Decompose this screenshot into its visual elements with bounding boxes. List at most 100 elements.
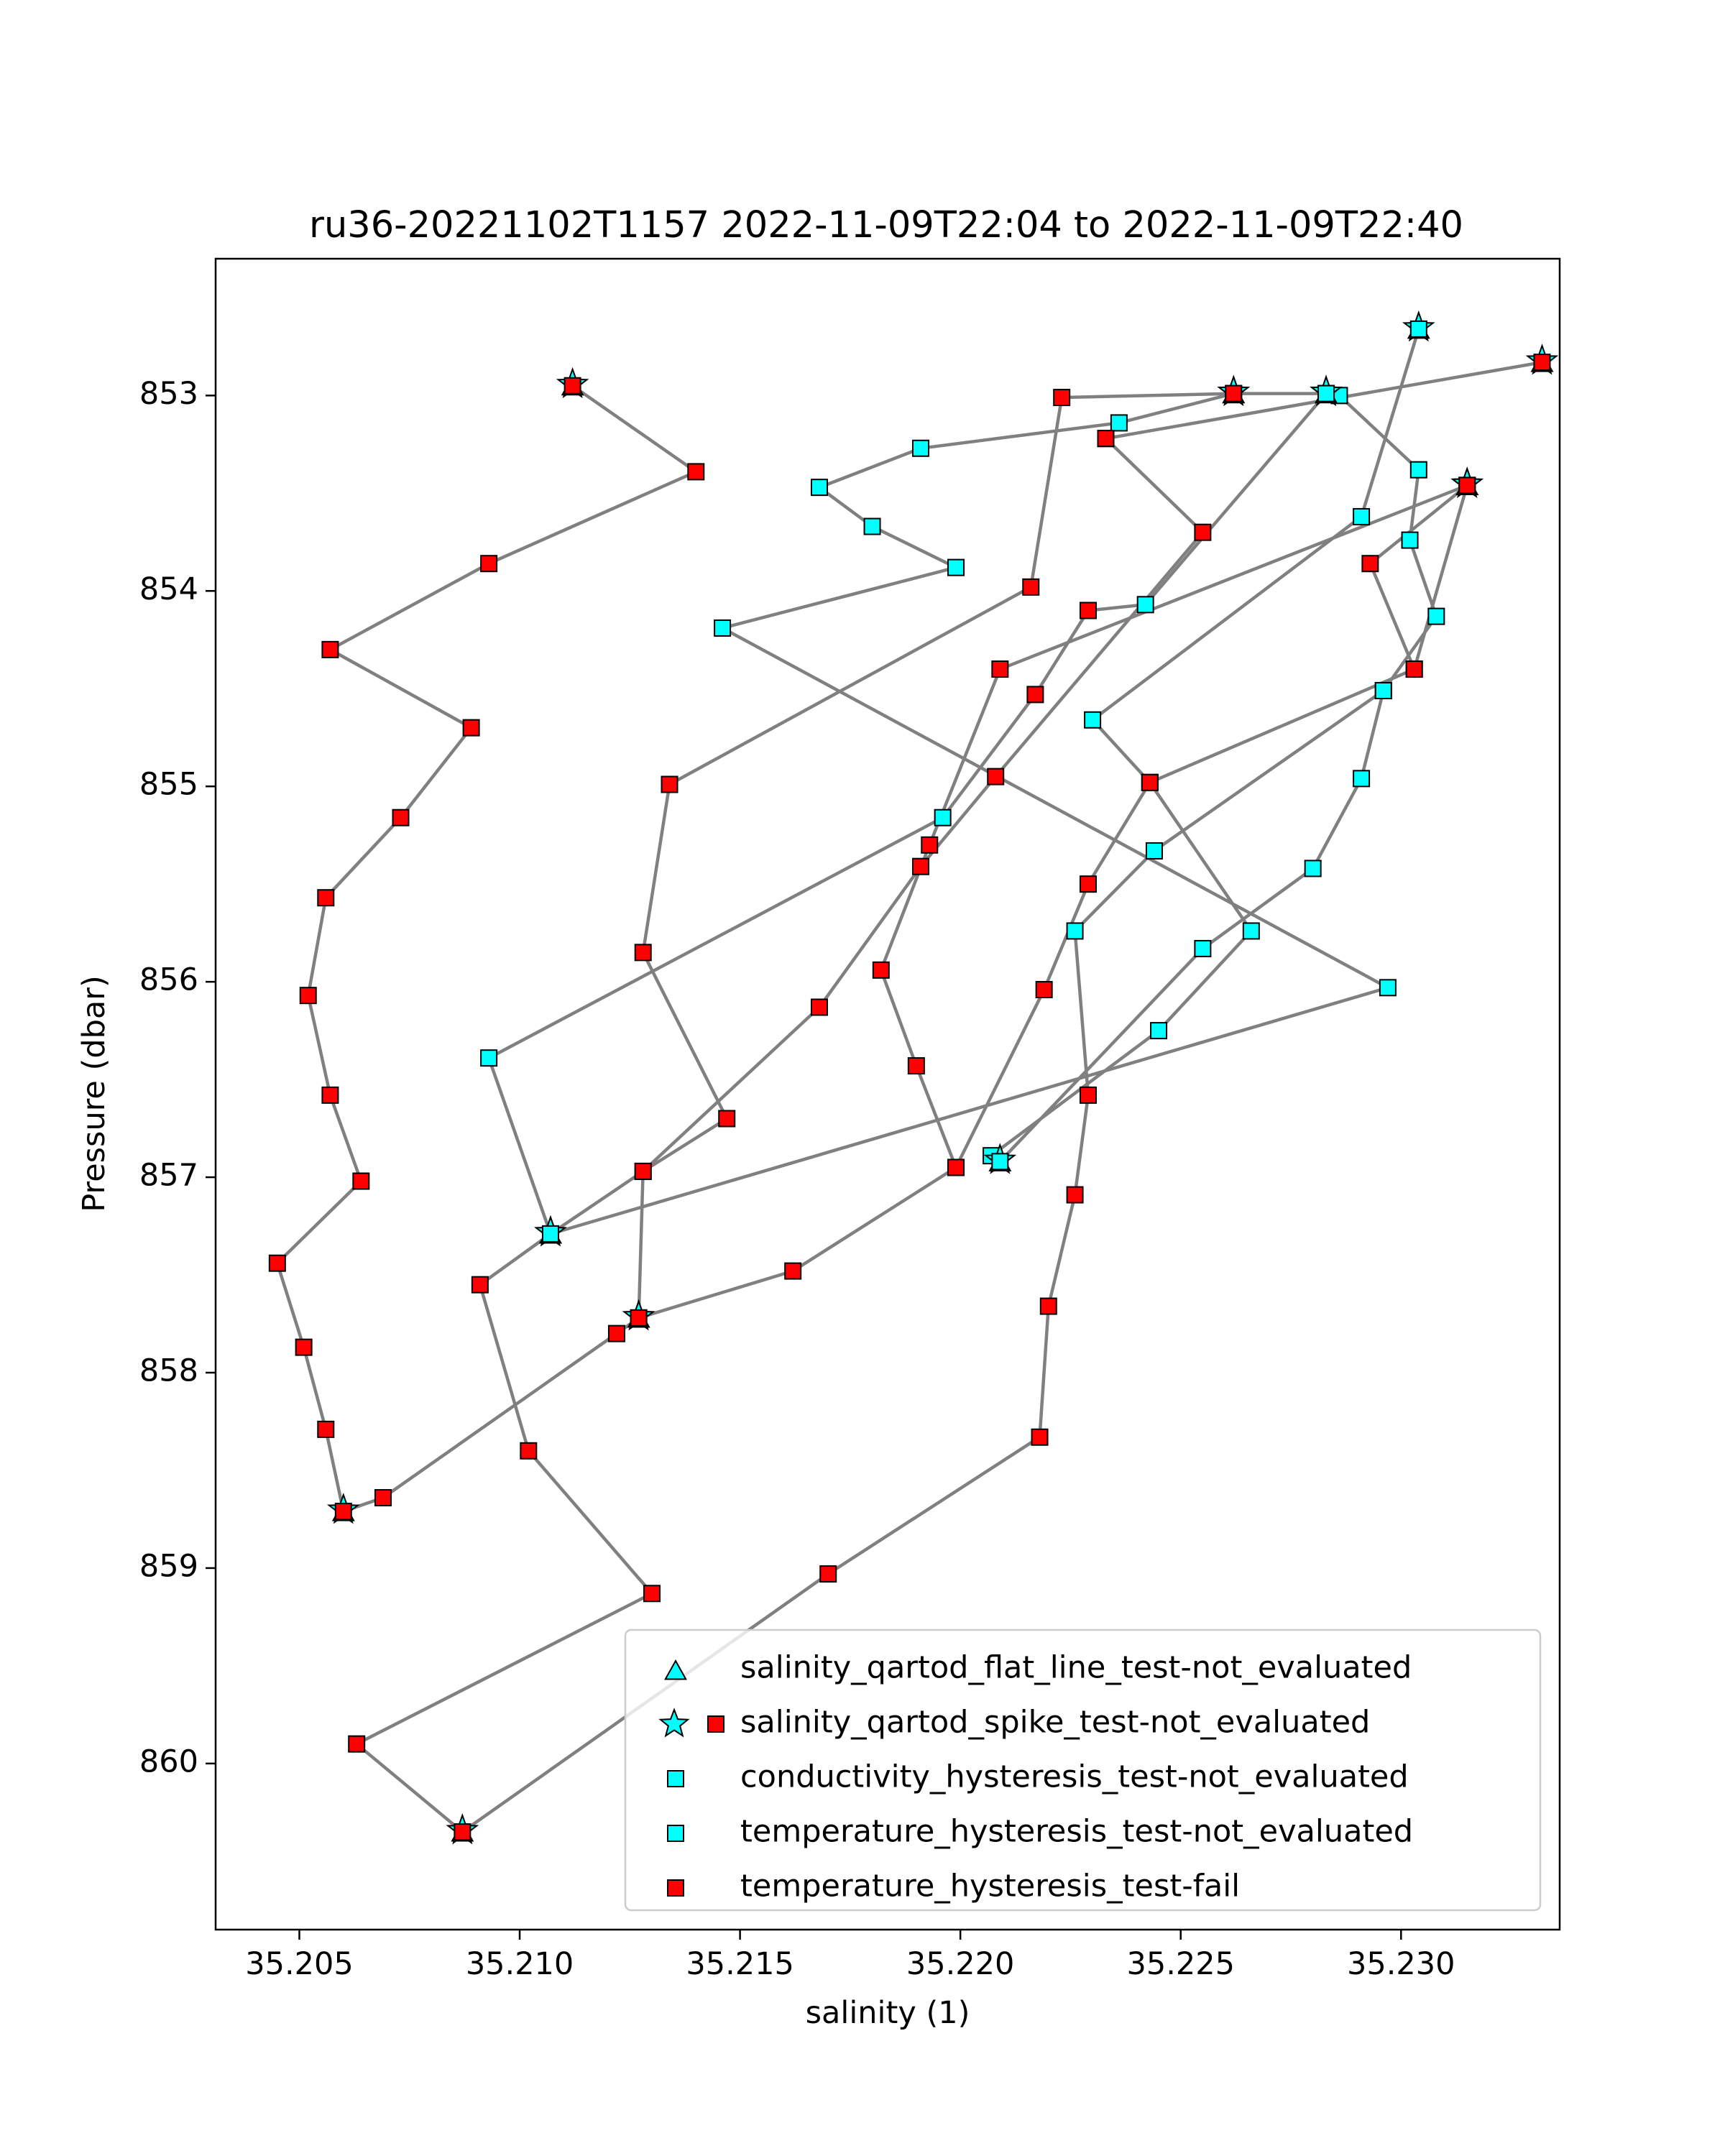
fail-point-marker <box>352 1172 370 1190</box>
series-line-segment <box>275 384 1469 1514</box>
fail-point-marker <box>480 555 498 573</box>
not-evaluated-point-marker <box>991 1153 1009 1171</box>
fail-point-marker <box>718 1110 736 1128</box>
not-evaluated-point-marker <box>714 619 732 637</box>
not-evaluated-point-marker <box>1110 414 1128 432</box>
y-tick-label: 856 <box>139 962 198 998</box>
plot-frame <box>214 257 1561 1931</box>
legend-label-temperature-hysteresis-fail: temperature_hysteresis_test-fail <box>740 1869 1240 1904</box>
fail-point-marker <box>268 1254 286 1272</box>
not-evaluated-point-marker <box>810 479 828 497</box>
fail-point-marker <box>1361 555 1379 573</box>
x-tick-label: 35.215 <box>686 1946 794 1982</box>
fail-point-marker <box>564 377 581 395</box>
fail-point-marker <box>317 889 335 907</box>
not-evaluated-point-marker <box>1084 711 1102 729</box>
y-axis-ticks: 853 854 855 856 857 858 859 860 <box>139 376 216 1779</box>
y-tick-label: 855 <box>139 767 198 803</box>
fail-point-marker <box>1079 1086 1097 1104</box>
fail-point-marker <box>1066 1186 1084 1204</box>
fail-point-marker <box>1225 384 1243 402</box>
legend-label-spike: salinity_qartod_spike_test-not_evaluated <box>740 1705 1370 1741</box>
not-evaluated-point-marker <box>1136 596 1154 614</box>
y-tick-label: 858 <box>139 1353 198 1389</box>
fail-point-marker <box>687 463 705 481</box>
fail-point-marker <box>907 1057 925 1075</box>
not-evaluated-point-marker <box>1304 860 1322 877</box>
fail-point-marker <box>1039 1297 1057 1315</box>
legend-square-marker <box>667 1770 684 1787</box>
series-lines <box>275 328 1542 1834</box>
fail-point-marker <box>1405 660 1423 678</box>
y-tick-label: 859 <box>139 1548 198 1584</box>
not-evaluated-point-marker <box>1353 770 1371 788</box>
fail-point-marker <box>1458 476 1476 494</box>
fail-point-marker <box>819 1565 837 1583</box>
fail-point-marker <box>299 987 317 1005</box>
legend-label-temperature-hysteresis-not-evaluated: temperature_hysteresis_test-not_evaluate… <box>740 1814 1413 1850</box>
series-line-segment <box>989 328 1420 1164</box>
fail-point-marker <box>520 1442 538 1460</box>
fail-point-marker <box>1022 578 1040 596</box>
legend-square-marker <box>667 1825 684 1842</box>
fail-point-marker <box>947 1158 965 1176</box>
chart-title: ru36-20221102T1157 2022-11-09T22:04 to 2… <box>309 204 1463 247</box>
series-line-segment <box>354 437 1385 1834</box>
fail-point-marker <box>1026 686 1044 704</box>
fail-point-marker <box>348 1735 366 1753</box>
not-evaluated-point-marker <box>1374 681 1392 699</box>
fail-point-marker <box>321 1086 339 1104</box>
fail-point-marker <box>1097 430 1115 448</box>
fail-point-marker <box>334 1503 352 1521</box>
fail-point-marker <box>661 775 678 793</box>
fail-point-marker <box>784 1262 802 1280</box>
fail-point-marker <box>1141 773 1159 791</box>
y-tick-label: 857 <box>139 1158 198 1194</box>
legend-triangle-marker <box>664 1659 687 1680</box>
fail-point-marker <box>454 1823 472 1841</box>
not-evaluated-point-marker <box>934 808 952 826</box>
fail-point-marker <box>921 836 939 854</box>
not-evaluated-point-marker <box>1353 507 1371 525</box>
y-axis-label: Pressure (dbar) <box>76 975 112 1212</box>
legend: salinity_qartod_flat_line_test-not_evalu… <box>624 1628 1542 1912</box>
not-evaluated-point-marker <box>1409 461 1427 479</box>
fail-point-marker <box>1031 1428 1049 1446</box>
not-evaluated-point-marker <box>1317 384 1335 402</box>
not-evaluated-point-marker <box>1242 922 1260 940</box>
not-evaluated-point-marker <box>1066 922 1084 940</box>
legend-label-flat-line: salinity_qartod_flat_line_test-not_evalu… <box>740 1650 1412 1686</box>
not-evaluated-point-marker <box>1379 979 1397 997</box>
not-evaluated-point-marker <box>1150 1022 1168 1040</box>
fail-point-marker <box>1079 602 1097 619</box>
fail-point-marker <box>1079 875 1097 893</box>
fail-point-marker <box>634 1162 652 1180</box>
fail-point-marker <box>634 944 652 962</box>
fail-point-marker <box>872 961 890 979</box>
y-tick-label: 860 <box>139 1743 198 1779</box>
fail-point-marker <box>462 719 480 737</box>
fail-point-marker <box>1533 354 1551 372</box>
not-evaluated-point-marker <box>911 439 929 457</box>
fail-point-marker <box>295 1338 313 1356</box>
not-evaluated-point-marker <box>1427 607 1445 625</box>
fail-point-marker <box>471 1276 489 1294</box>
fail-point-marker <box>810 998 828 1016</box>
x-tick-label: 35.220 <box>906 1946 1014 1982</box>
legend-markers <box>658 1659 724 1897</box>
not-evaluated-point-marker <box>947 558 965 576</box>
y-tick-label: 853 <box>139 376 198 412</box>
series-markers <box>268 310 1559 1845</box>
fail-point-marker <box>607 1325 625 1342</box>
not-evaluated-point-marker <box>1145 842 1163 860</box>
fail-point-marker <box>630 1309 648 1327</box>
fail-point-marker <box>1194 523 1212 541</box>
legend-square-marker <box>667 1879 684 1897</box>
not-evaluated-point-marker <box>541 1225 559 1243</box>
fail-point-marker <box>317 1420 335 1438</box>
x-tick-label: 35.210 <box>466 1946 574 1982</box>
not-evaluated-point-marker <box>1409 320 1427 338</box>
fail-point-marker <box>321 640 339 658</box>
legend-frame <box>624 1628 1542 1912</box>
